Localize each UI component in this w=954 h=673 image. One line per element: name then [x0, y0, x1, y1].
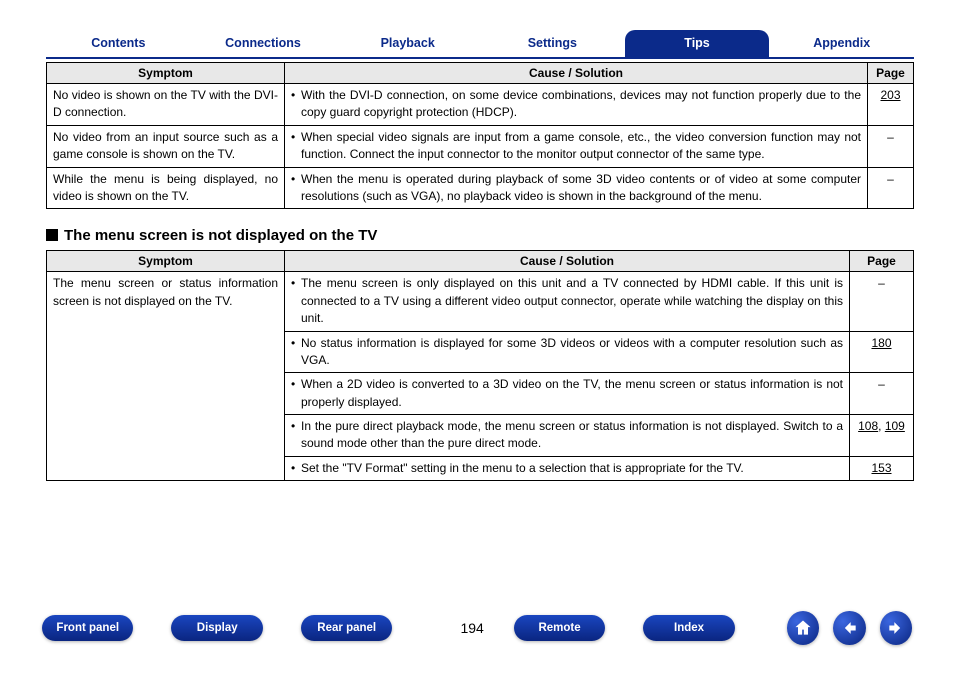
front-panel-button[interactable]: Front panel	[42, 615, 133, 641]
table-row: No video from an input source such as a …	[47, 125, 914, 167]
page-ref-cell[interactable]: 180	[850, 331, 914, 373]
symptom-cell: The menu screen or status information sc…	[47, 272, 285, 481]
tab-connections[interactable]: Connections	[191, 30, 336, 57]
bottom-nav: Front panel Display Rear panel 194 Remote Ind…	[0, 611, 954, 645]
solution-cell: When a 2D video is converted to a 3D vid…	[285, 373, 850, 415]
page-ref-cell: –	[850, 373, 914, 415]
table-row: While the menu is being displayed, no vi…	[47, 167, 914, 209]
solution-cell: Set the "TV Format" setting in the menu …	[285, 456, 850, 480]
tab-underline	[46, 57, 914, 59]
symptom-cell: No video is shown on the TV with the DVI…	[47, 84, 285, 126]
col-header-solution: Cause / Solution	[285, 63, 868, 84]
page-ref-cell[interactable]: 108, 109	[850, 415, 914, 457]
col-header-symptom: Symptom	[47, 63, 285, 84]
solution-cell: With the DVI-D connection, on some devic…	[285, 84, 868, 126]
solution-cell: When the menu is operated during playbac…	[285, 167, 868, 209]
tab-tips[interactable]: Tips	[625, 30, 770, 57]
tab-contents[interactable]: Contents	[46, 30, 191, 57]
page-number: 194	[460, 620, 483, 636]
col-header-symptom: Symptom	[47, 251, 285, 272]
page-ref-cell: –	[868, 125, 914, 167]
next-icon[interactable]	[880, 611, 912, 645]
table-row: No video is shown on the TV with the DVI…	[47, 84, 914, 126]
troubleshoot-table-2: SymptomCause / SolutionPageThe menu scre…	[46, 250, 914, 481]
solution-cell: The menu screen is only displayed on thi…	[285, 272, 850, 331]
page-ref-cell[interactable]: 203	[868, 84, 914, 126]
remote-button[interactable]: Remote	[514, 615, 605, 641]
tab-settings[interactable]: Settings	[480, 30, 625, 57]
section-heading: The menu screen is not displayed on the …	[46, 227, 914, 244]
col-header-solution: Cause / Solution	[285, 251, 850, 272]
top-tabs: ContentsConnectionsPlaybackSettingsTipsA…	[46, 30, 914, 57]
prev-icon[interactable]	[833, 611, 865, 645]
solution-cell: When special video signals are input fro…	[285, 125, 868, 167]
home-icon[interactable]	[787, 611, 819, 645]
tab-appendix[interactable]: Appendix	[769, 30, 914, 57]
section-heading-text: The menu screen is not displayed on the …	[64, 227, 377, 244]
symptom-cell: While the menu is being displayed, no vi…	[47, 167, 285, 209]
solution-cell: In the pure direct playback mode, the me…	[285, 415, 850, 457]
page-ref-cell[interactable]: 153	[850, 456, 914, 480]
troubleshoot-table-1: SymptomCause / SolutionPage No video is s…	[46, 62, 914, 209]
tab-playback[interactable]: Playback	[335, 30, 480, 57]
col-header-page: Page	[850, 251, 914, 272]
page-ref-cell: –	[868, 167, 914, 209]
display-button[interactable]: Display	[171, 615, 262, 641]
col-header-page: Page	[868, 63, 914, 84]
square-bullet-icon	[46, 229, 58, 241]
index-button[interactable]: Index	[643, 615, 734, 641]
symptom-cell: No video from an input source such as a …	[47, 125, 285, 167]
page-ref-cell: –	[850, 272, 914, 331]
rear-panel-button[interactable]: Rear panel	[301, 615, 392, 641]
table-row: The menu screen or status information sc…	[47, 272, 914, 331]
solution-cell: No status information is displayed for s…	[285, 331, 850, 373]
